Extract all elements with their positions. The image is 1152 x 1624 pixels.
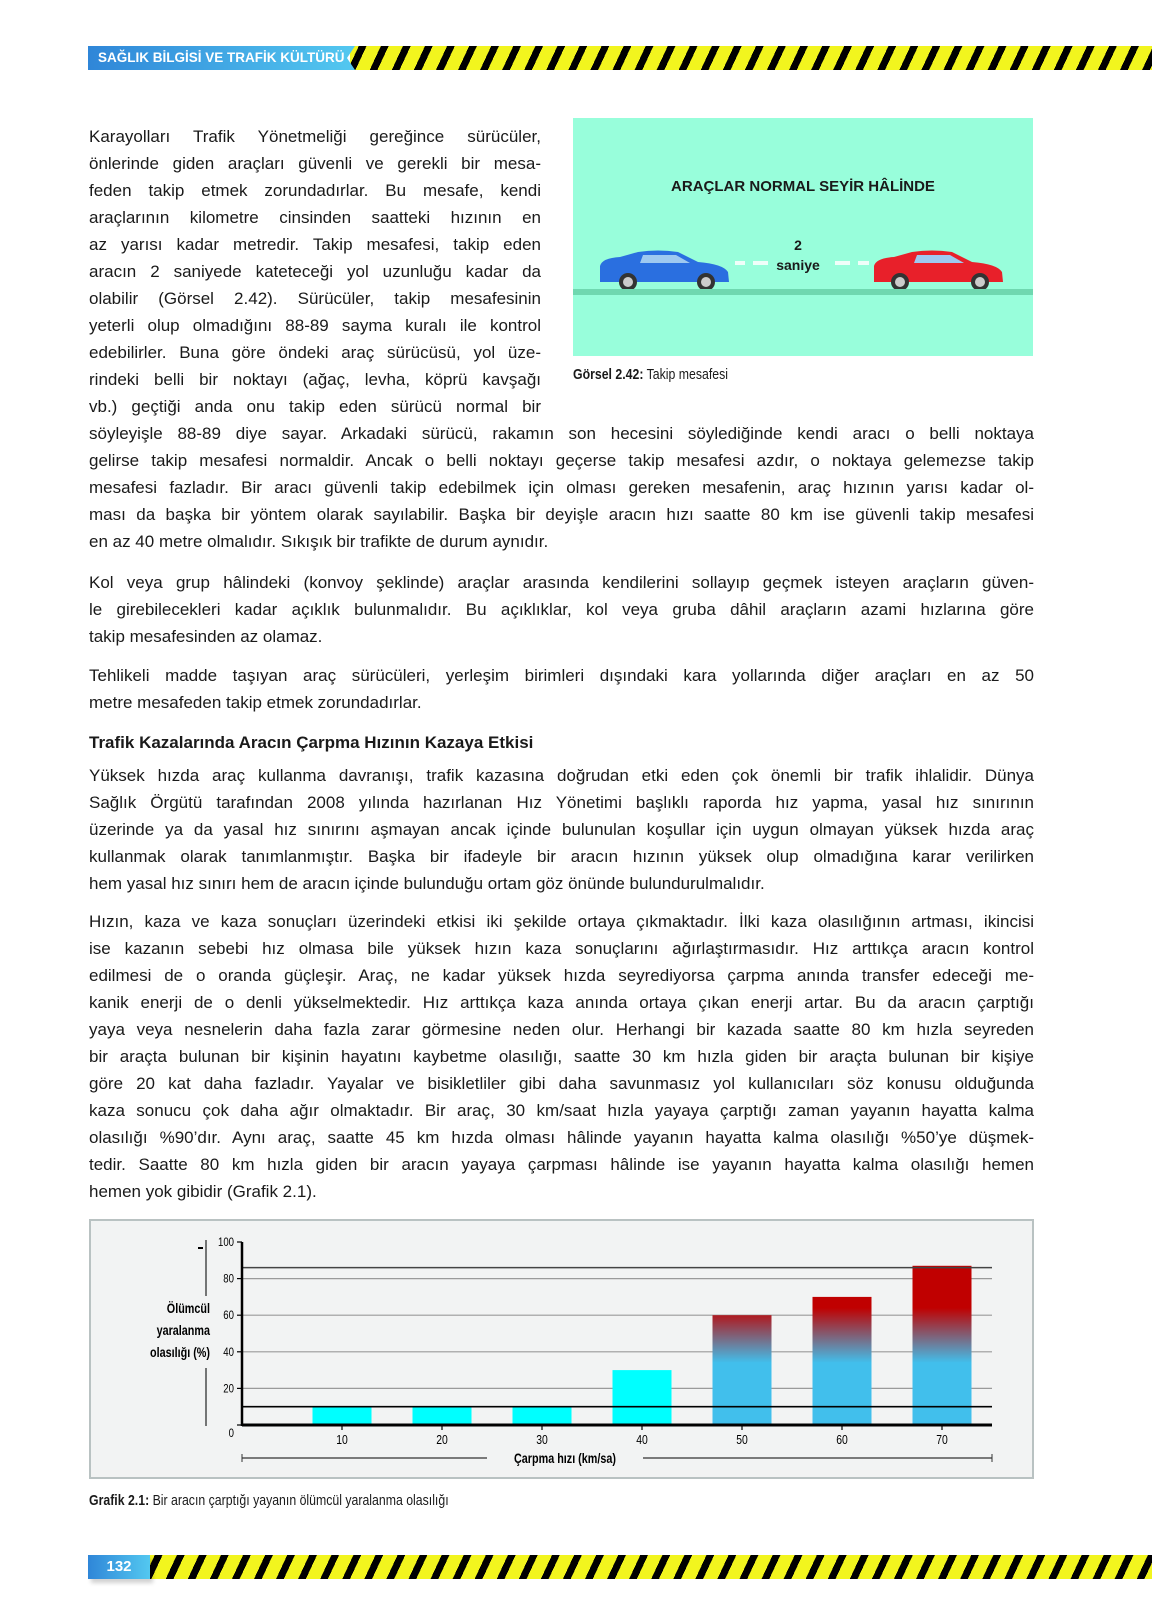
text-line: vb.) geçtiği anda onu takip eden sürücü …	[89, 397, 541, 416]
text-line: üzerinde ya da yasal hız sınırını aşmaya…	[89, 820, 1034, 839]
bar-20	[412, 1406, 472, 1425]
text-line: en az 40 metre olmalıdır. Sıkışık bir tr…	[89, 532, 549, 551]
following-distance-figure: ARAÇLAR NORMAL SEYİR HÂLİNDE 2 saniye	[573, 118, 1033, 356]
y-axis-label: yaralanma	[157, 1323, 211, 1338]
text-line: yaya veya nesnelerin daha fazla zarar gö…	[89, 1020, 1034, 1039]
y-tick-label: 100	[218, 1236, 234, 1249]
text-line: rindeki belli bir noktayı (ağaç, levha, …	[89, 370, 541, 389]
y-tick-label: 40	[223, 1346, 234, 1359]
chart-caption: Grafik 2.1: Bir aracın çarptığı yayanın …	[89, 1492, 449, 1509]
text-line: feden takip etmek zorundadırlar. Bu mesa…	[89, 181, 541, 200]
bar-30	[512, 1406, 572, 1425]
text-line: yeterli olup olmadığını 88-89 sayma kura…	[89, 316, 541, 335]
paragraph-hazardous-materials: Tehlikeli madde taşıyan araç sürücüleri,…	[89, 662, 1034, 716]
chapter-title: SAĞLIK BİLGİSİ VE TRAFİK KÜLTÜRÜ	[88, 46, 355, 70]
x-tick-label: 60	[836, 1433, 848, 1447]
x-tick-label: 20	[436, 1433, 448, 1447]
text-line: Hızın, kaza ve kaza sonuçları üzerindeki…	[89, 912, 1034, 931]
paragraph-convoy: Kol veya grup hâlindeki (konvoy şeklinde…	[89, 569, 1034, 650]
bar-10	[312, 1406, 372, 1425]
text-line: kullanmak olarak tanımlanmıştır. Başka b…	[89, 847, 1034, 866]
x-axis-label: Çarpma hızı (km/sa)	[514, 1451, 616, 1466]
text-line: aracın 2 saniyede kateteceği yol uzunluğ…	[89, 262, 541, 281]
header-hazard-stripe	[350, 46, 1152, 70]
text-line: söyleyişle 88-89 diye sayar. Arkadaki sü…	[89, 424, 1034, 443]
text-line: Kol veya grup hâlindeki (konvoy şeklinde…	[89, 573, 1034, 592]
paragraph-following-distance: Karayolları Trafik Yönetmeliği gereğince…	[89, 123, 1034, 555]
text-line: hem yasal hız sınırı hem de aracın içind…	[89, 874, 765, 893]
y-tick-label: 20	[223, 1382, 234, 1395]
section-heading: Trafik Kazalarında Aracın Çarpma Hızının…	[89, 733, 534, 752]
page-number: 132	[88, 1555, 150, 1579]
text-line: metre mesafeden takip etmek zorundadırla…	[89, 693, 422, 712]
chart-caption-label: Grafik 2.1:	[89, 1492, 150, 1509]
bar-60	[812, 1296, 872, 1425]
figure-caption-label: Görsel 2.42:	[573, 366, 644, 383]
bar-40	[612, 1370, 672, 1425]
gap-seconds-unit: saniye	[776, 257, 820, 273]
text-line: Tehlikeli madde taşıyan araç sürücüleri,…	[89, 666, 1034, 685]
y-axis-label: olasılığı (%)	[150, 1345, 210, 1360]
text-line: önlerinde giden araçları güvenli ve gere…	[89, 154, 541, 173]
text-line: gelirse takip mesafesi normaldir. Ancak …	[89, 451, 1034, 470]
gap-seconds-number: 2	[794, 237, 802, 253]
footer-hazard-stripe	[146, 1555, 1152, 1579]
text-line: olabilir (Görsel 2.42). Sürücüler, takip…	[89, 289, 541, 308]
y-tick-label: 80	[223, 1273, 234, 1286]
x-tick-label: 30	[536, 1433, 548, 1447]
text-line: kaza sonucu çok daha ağır olmaktadır. Bi…	[89, 1101, 1034, 1120]
x-tick-label: 10	[336, 1433, 348, 1447]
x-tick-label: 40	[636, 1433, 648, 1447]
text-line: göre 20 kat daha fazladır. Yayalar ve bi…	[89, 1074, 1034, 1093]
paragraph-speeding: Yüksek hızda araç kullanma davranışı, tr…	[89, 762, 1034, 897]
bar-50	[712, 1315, 772, 1425]
y-axis-label: Ölümcül	[167, 1300, 210, 1317]
figure-caption: Görsel 2.42: Takip mesafesi	[573, 366, 728, 383]
text-line: ise kazanın sebebi hız olmasa bile yükse…	[89, 939, 1034, 958]
text-line: edilmesi de o oranda güçleşir. Araç, ne …	[89, 966, 1034, 985]
text-line: Sağlık Örgütü tarafından 2008 yılında ha…	[89, 793, 1034, 812]
x-tick-label: 70	[936, 1433, 948, 1447]
bar-70	[912, 1265, 972, 1425]
text-line: le girebilecekleri kadar açıklık bulunma…	[89, 600, 1034, 619]
text-line: olasılığı %90’dır. Aynı araç, saatte 45 …	[89, 1128, 1034, 1147]
figure-title: ARAÇLAR NORMAL SEYİR HÂLİNDE	[671, 178, 935, 195]
figure-caption-text: Takip mesafesi	[643, 366, 728, 383]
red-car-icon	[874, 250, 1003, 291]
text-line: Karayolları Trafik Yönetmeliği gereğince…	[89, 127, 541, 146]
text-line: araçlarının kilometre cinsinden saatteki…	[89, 208, 541, 227]
text-line: tedir. Saatte 80 km hızla giden bir arac…	[89, 1155, 1034, 1174]
y-tick-label: 0	[229, 1427, 234, 1440]
fatal-injury-bar-chart: 0 20 40 60 80 100 10 20 30 40 50 60 70 Ölümcül yaralan…	[150, 1236, 993, 1466]
cars-illustration	[600, 250, 1003, 291]
paragraph-speed-effects: Hızın, kaza ve kaza sonuçları üzerindeki…	[89, 908, 1034, 1205]
text-line: ması da başka bir yöntem olarak sayılabi…	[89, 505, 1034, 524]
text-line: hemen yok gibidir (Grafik 2.1).	[89, 1182, 317, 1201]
text-line: Yüksek hızda araç kullanma davranışı, tr…	[89, 766, 1034, 785]
text-line: bir araçta bulunan bir kişinin hayatını …	[89, 1047, 1034, 1066]
x-tick-label: 50	[736, 1433, 748, 1447]
chart-panel	[89, 1219, 1034, 1479]
text-line: az yarısı kadar metredir. Takip mesafesi…	[89, 235, 541, 254]
text-line: edebilirler. Buna göre öndeki araç sürüc…	[89, 343, 541, 362]
chart-caption-text: Bir aracın çarptığı yayanın ölümcül yara…	[149, 1492, 449, 1509]
road	[573, 289, 1033, 295]
blue-car-icon	[600, 250, 729, 291]
text-line: kanik enerji de o denli yükselmektedir. …	[89, 993, 1034, 1012]
y-tick-label: 60	[223, 1309, 234, 1322]
text-line: takip mesafesinden az olamaz.	[89, 627, 323, 646]
text-line: mesafesi fazladır. Bir aracı güvenli tak…	[89, 478, 1034, 497]
